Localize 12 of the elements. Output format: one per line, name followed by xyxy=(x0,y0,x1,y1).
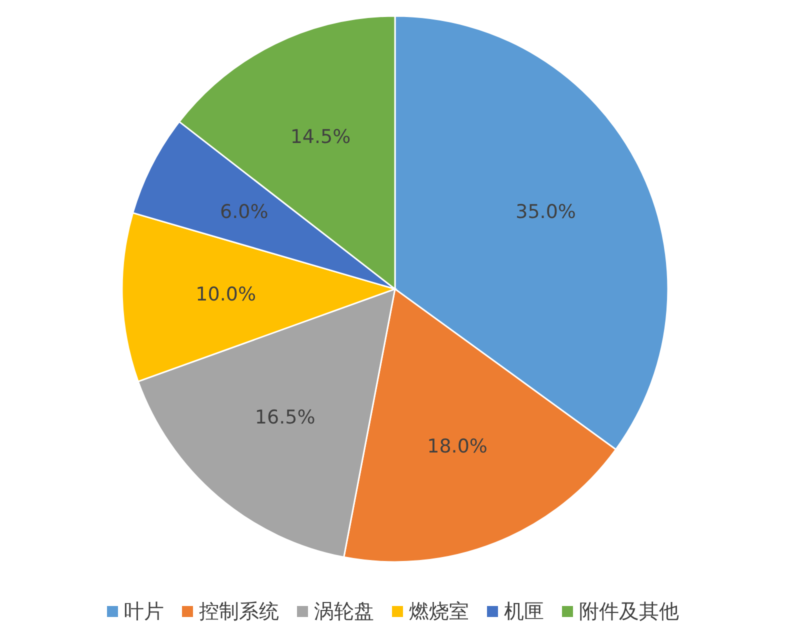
legend-label: 叶片 xyxy=(124,598,164,625)
legend-label: 涡轮盘 xyxy=(314,598,374,625)
data-label: 6.0% xyxy=(220,201,268,224)
legend-label: 燃烧室 xyxy=(409,598,469,625)
data-label: 16.5% xyxy=(254,406,316,429)
legend-label: 控制系统 xyxy=(199,598,279,625)
data-label: 18.0% xyxy=(427,435,488,458)
data-label: 35.0% xyxy=(516,201,576,224)
data-label: 14.5% xyxy=(290,126,351,148)
data-label: 10.0% xyxy=(196,283,256,306)
legend-label: 附件及其他 xyxy=(579,598,679,625)
legend-label: 机匣 xyxy=(504,598,544,625)
